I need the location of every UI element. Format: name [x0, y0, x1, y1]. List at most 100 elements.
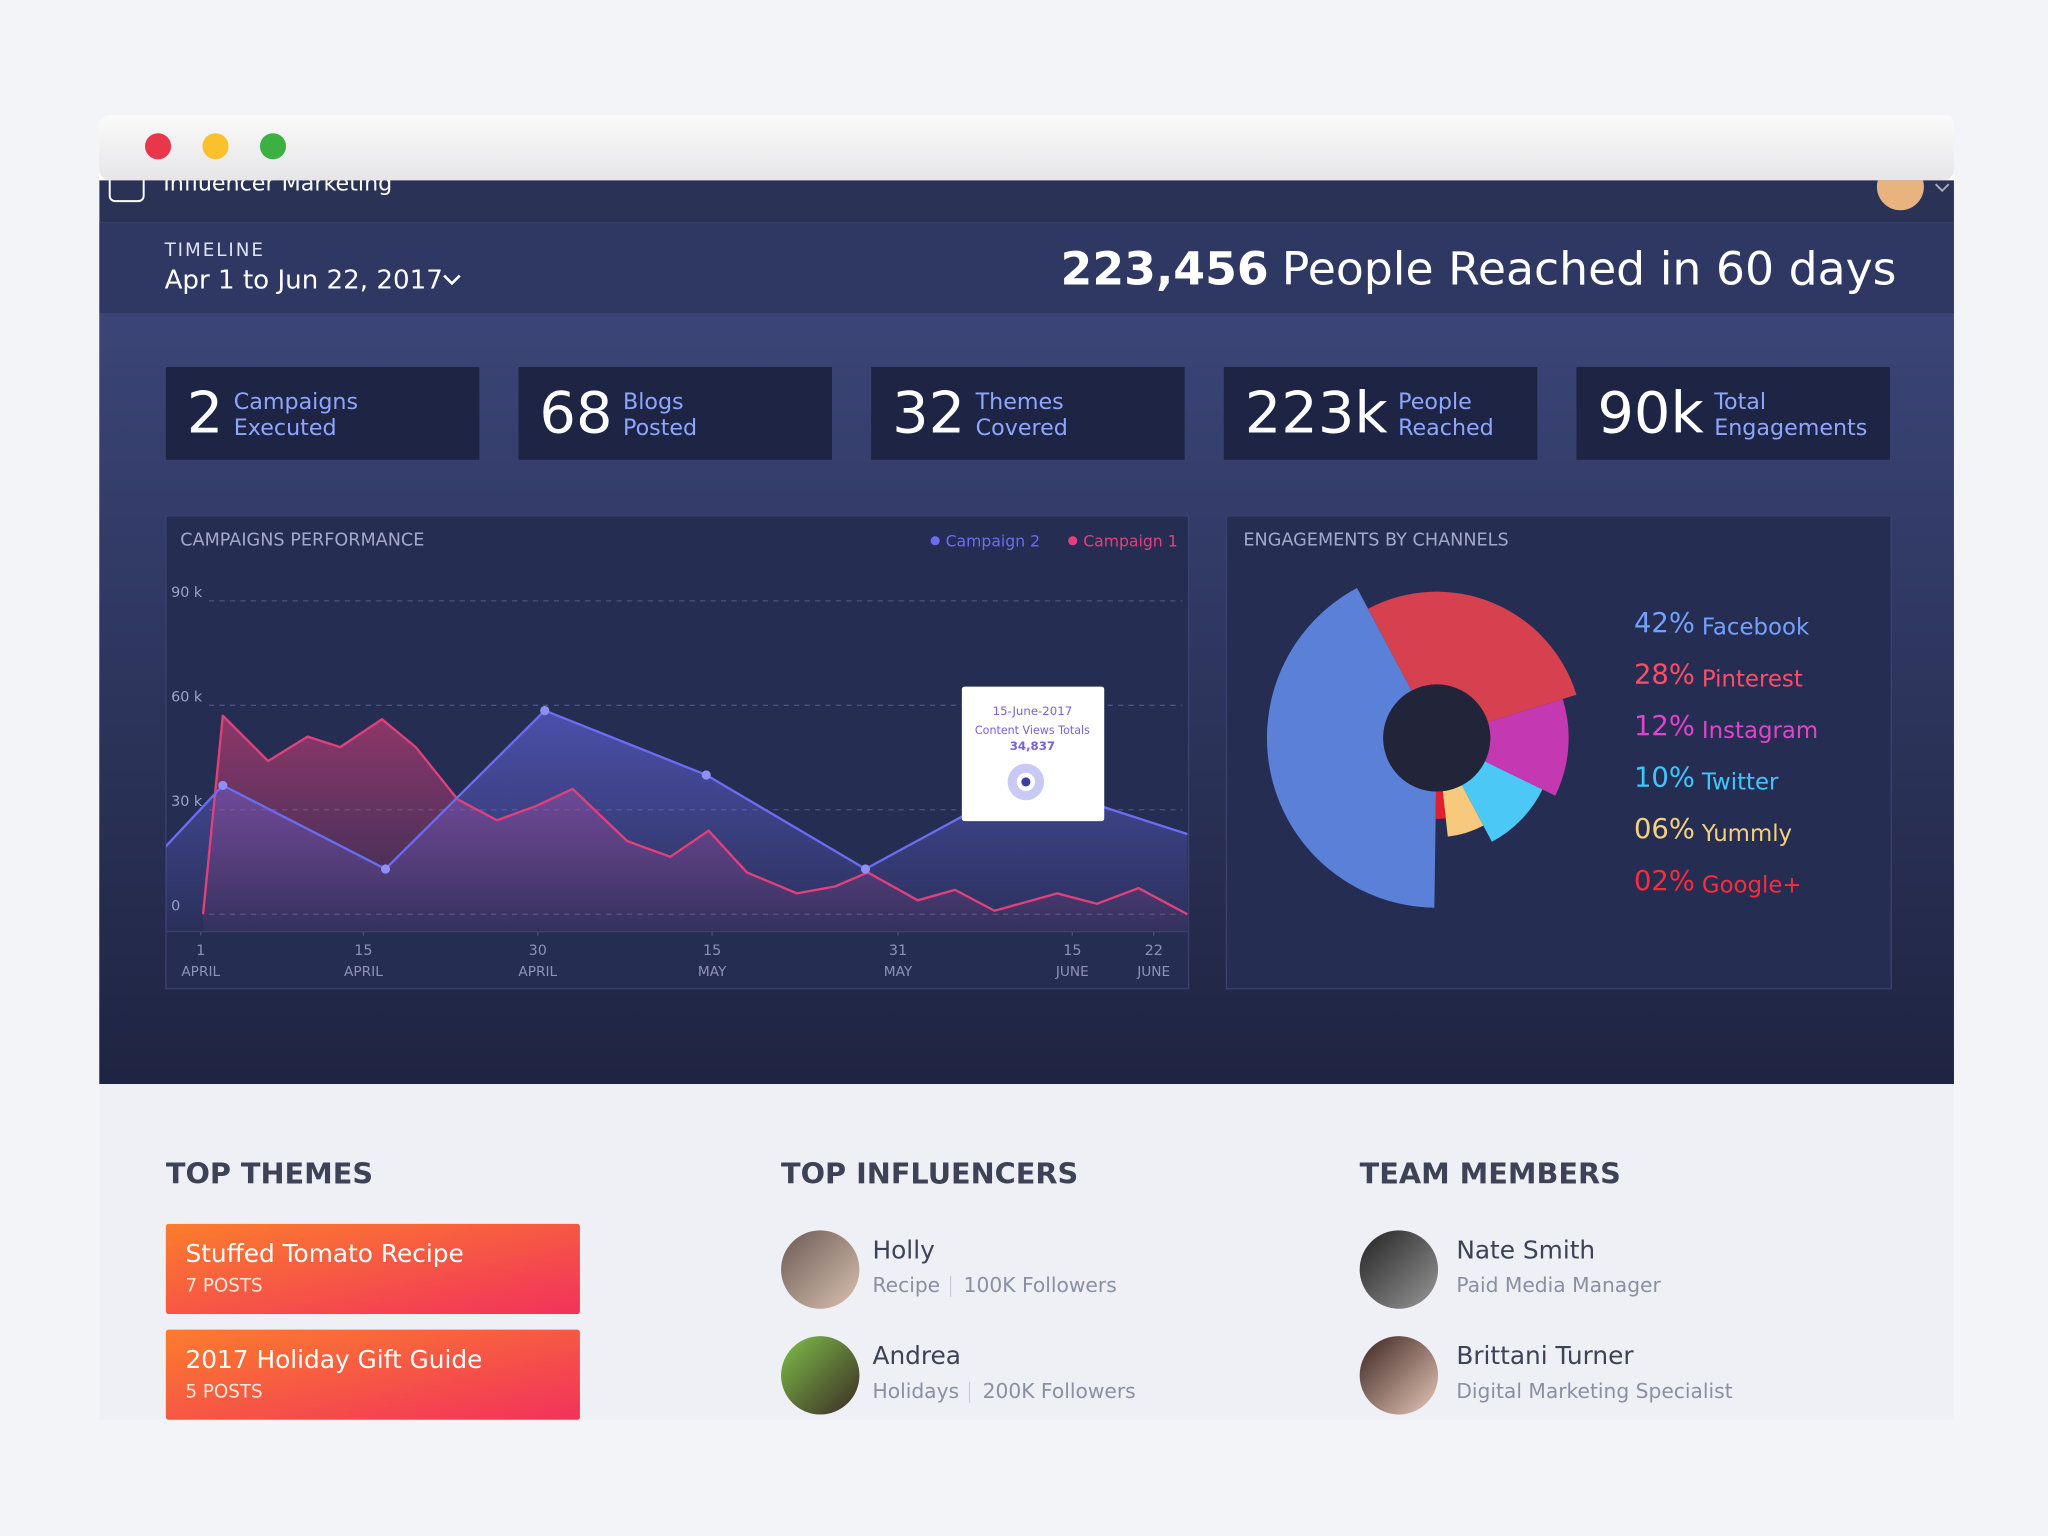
legend-label[interactable]: Campaign 1: [1083, 532, 1177, 551]
y-tick-label: 30 k: [171, 794, 203, 810]
x-tick-label: 31: [889, 943, 907, 959]
legend-value: 06%: [1634, 814, 1695, 845]
stat-card: [165, 367, 480, 460]
legend-value: 28%: [1634, 659, 1695, 690]
stat-card: [518, 367, 832, 460]
tooltip-date: 15-June-2017: [993, 704, 1073, 718]
legend-label[interactable]: Google+: [1702, 873, 1802, 899]
maximize-button[interactable]: [259, 133, 287, 160]
pie-slice[interactable]: [1484, 698, 1569, 796]
logo[interactable]: [108, 167, 145, 203]
timeline-chevron[interactable]: [443, 274, 461, 286]
legend-label[interactable]: Facebook: [1702, 615, 1810, 641]
influencer-category: Recipe: [872, 1273, 940, 1297]
header: [99, 222, 1954, 314]
theme-card[interactable]: [165, 1223, 580, 1314]
y-tick-label: 90 k: [171, 585, 203, 601]
close-button[interactable]: [144, 133, 172, 160]
nav-bar: Influencer Marketing: [99, 163, 1954, 223]
influencer-category: Holidays: [872, 1379, 959, 1403]
chart-title: ENGAGEMENTS BY CHANNELS: [1243, 531, 1508, 551]
stat-value: 90k: [1597, 379, 1704, 446]
pie-slice[interactable]: [1442, 785, 1484, 837]
theme-card[interactable]: [165, 1329, 580, 1420]
x-tick-month: MAY: [698, 964, 727, 980]
timeline-label: TIMELINE: [164, 240, 265, 261]
x-tick-label: 1: [196, 943, 205, 959]
app-title: Influencer Marketing: [163, 171, 392, 197]
series-point: [380, 864, 391, 874]
legend-label[interactable]: Yummly: [1701, 821, 1792, 847]
series-area: [165, 710, 1188, 932]
tooltip-value: 34,837: [1010, 739, 1055, 753]
x-tick-month: APRIL: [518, 964, 557, 980]
x-tick-month: JUNE: [1055, 964, 1089, 980]
x-tick-month: APRIL: [344, 964, 383, 980]
legend-label[interactable]: Twitter: [1701, 770, 1779, 796]
member-name[interactable]: Nate Smith: [1456, 1235, 1595, 1264]
x-tick-label: 22: [1145, 943, 1163, 959]
nav-bg: [99, 180, 1954, 223]
x-tick-label: 30: [529, 943, 547, 959]
legend-label[interactable]: Pinterest: [1702, 666, 1803, 692]
series-point: [701, 770, 711, 780]
legend-swatch[interactable]: [930, 536, 940, 546]
influencer-avatar[interactable]: [781, 1336, 860, 1415]
stat-value: 32: [892, 379, 965, 446]
stat-value: 223k: [1245, 379, 1389, 446]
stat-label: Reached: [1398, 415, 1494, 441]
user-menu-chevron[interactable]: [1934, 183, 1950, 193]
theme-posts: 5 POSTS: [185, 1381, 262, 1402]
pie-slice[interactable]: [1368, 591, 1577, 723]
influencer-avatar[interactable]: [781, 1230, 860, 1309]
legend-label[interactable]: Campaign 2: [946, 532, 1040, 551]
pie-slice[interactable]: [1266, 588, 1436, 908]
member-avatar[interactable]: [1359, 1230, 1439, 1309]
series-point: [860, 864, 871, 874]
pie-hole: [1383, 684, 1491, 792]
headline: 223,456 People Reached in 60 days: [1061, 242, 1897, 295]
minimize-button[interactable]: [202, 133, 229, 160]
legend-swatch[interactable]: [1068, 536, 1078, 546]
tooltip-dot: [1021, 777, 1031, 787]
x-tick-month: JUNE: [1136, 964, 1170, 980]
member-role: Digital Marketing Specialist: [1456, 1379, 1732, 1403]
user-avatar[interactable]: [1876, 163, 1924, 211]
influencer-name[interactable]: Holly: [872, 1235, 934, 1264]
stat-card: [1223, 367, 1538, 460]
stat-label: Engagements: [1714, 415, 1867, 441]
theme-posts: 7 POSTS: [185, 1276, 262, 1297]
legend-value: 42%: [1634, 608, 1695, 639]
chart-title: CAMPAIGNS PERFORMANCE: [180, 531, 424, 551]
section-title: TEAM MEMBERS: [1360, 1157, 1621, 1191]
legend-label[interactable]: Instagram: [1702, 718, 1818, 744]
pie-slice[interactable]: [1461, 761, 1543, 842]
series-point: [218, 780, 228, 790]
member-name[interactable]: Brittani Turner: [1456, 1341, 1634, 1370]
legend-value: 02%: [1634, 866, 1695, 897]
channels-chart: ENGAGEMENTS BY CHANNELS 42% Facebook 28% Pin…: [1243, 531, 1818, 908]
pie-slice[interactable]: [1435, 791, 1446, 819]
title-bar: [99, 114, 1954, 181]
legend-value: 10%: [1634, 763, 1695, 794]
member-avatar[interactable]: [1359, 1336, 1439, 1415]
influencer-followers: 200K Followers: [983, 1379, 1136, 1403]
member-role: Paid Media Manager: [1456, 1273, 1661, 1297]
x-tick-label: 15: [703, 943, 721, 959]
headline-text: People Reached in 60 days: [1282, 242, 1897, 295]
y-tick-label: 60 k: [171, 689, 203, 705]
stat-value: 2: [187, 379, 224, 446]
section-title: TOP INFLUENCERS: [781, 1157, 1078, 1191]
influencer-name[interactable]: Andrea: [872, 1341, 961, 1370]
stat-value: 68: [539, 379, 612, 446]
tooltip-box: [961, 686, 1105, 822]
timeline-range[interactable]: Apr 1 to Jun 22, 2017: [165, 265, 443, 295]
bottom-content: TOP THEMES TOP INFLUENCERS TEAM MEMBERS Stu…: [165, 1157, 1733, 1420]
stat-label: Blogs: [623, 389, 684, 415]
x-tick-label: 15: [1063, 943, 1081, 959]
stat-label: Campaigns: [234, 389, 358, 415]
x-tick-month: MAY: [884, 964, 913, 980]
stat-label: Executed: [234, 415, 337, 441]
influencer-followers: 100K Followers: [964, 1273, 1117, 1297]
